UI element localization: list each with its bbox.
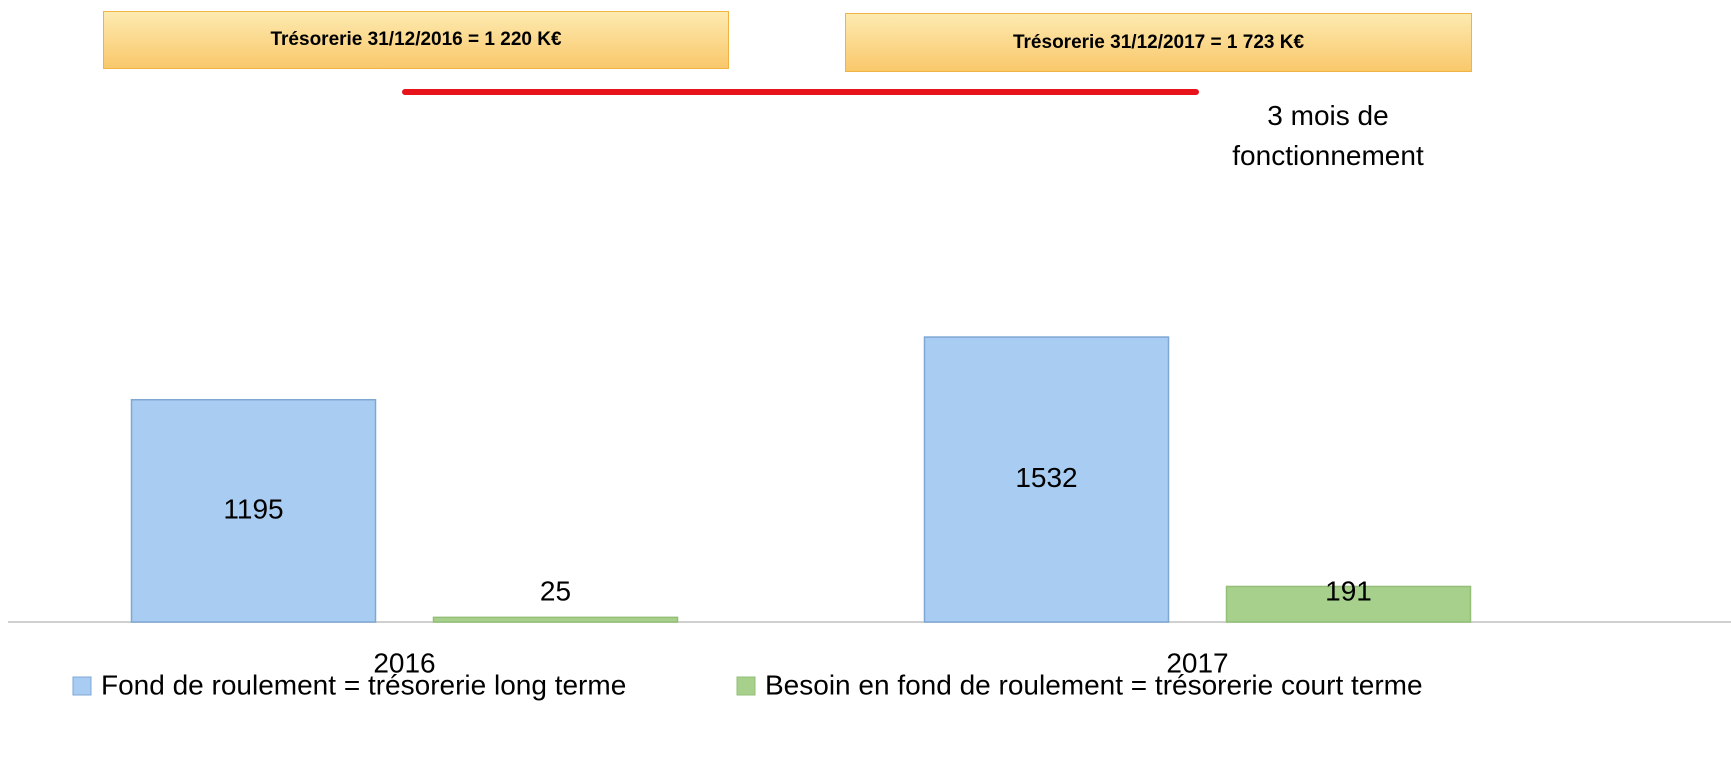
legend-swatch — [72, 676, 92, 696]
annotation-note: 3 mois de fonctionnement — [1232, 100, 1424, 171]
value-label: 191 — [1325, 575, 1372, 606]
annotation-box: Trésorerie 31/12/2017 = 1 723 K€ — [845, 13, 1472, 72]
annotation-box: Trésorerie 31/12/2016 = 1 220 K€ — [103, 11, 729, 69]
x-tick-label: 2017 — [1166, 647, 1228, 678]
x-tick-label: 2016 — [373, 647, 435, 678]
bar — [1225, 585, 1472, 623]
value-label: 1195 — [223, 493, 283, 524]
value-label: 25 — [540, 575, 571, 606]
bar — [130, 398, 377, 623]
legend-label: Fond de roulement = trésorerie long term… — [101, 669, 626, 700]
value-label: 1532 — [1015, 462, 1077, 493]
bar — [432, 616, 679, 623]
legend-label: Besoin en fond de roulement = trésorerie… — [765, 669, 1423, 700]
bar — [923, 336, 1170, 623]
legend-swatch — [736, 676, 756, 696]
